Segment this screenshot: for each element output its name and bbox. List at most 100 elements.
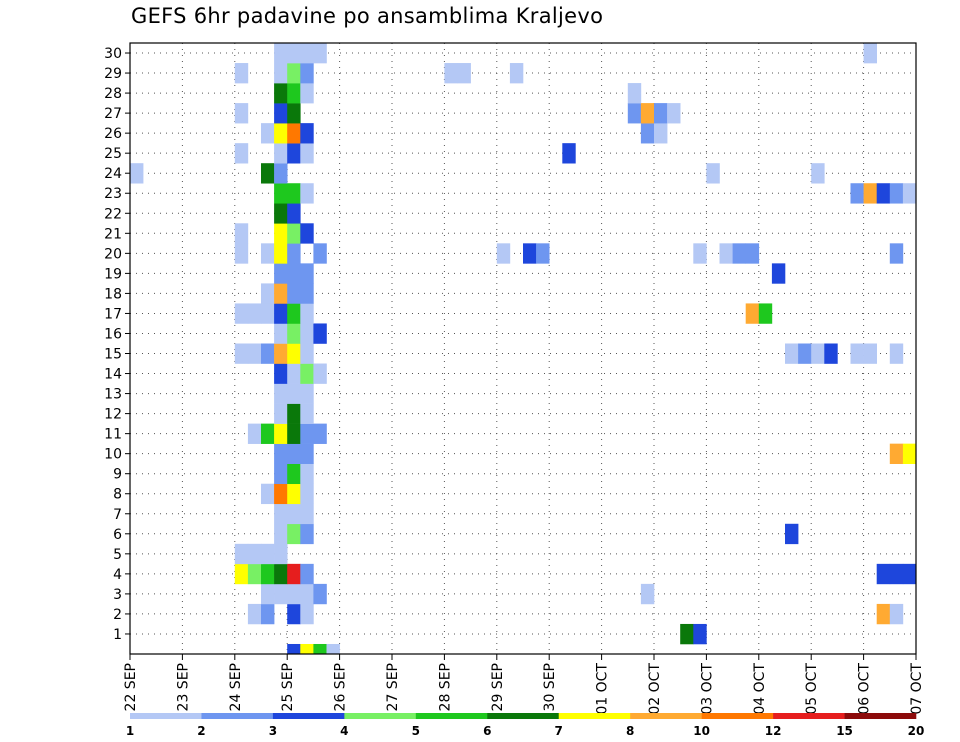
heatmap-cell [863,343,877,364]
heatmap-cell [300,523,314,545]
colorbar-segment [701,713,774,719]
heatmap-cell [261,483,275,505]
y-tick-label: 22 [104,206,122,222]
heatmap-cell [287,103,301,124]
heatmap-cell [274,223,288,244]
heatmap-cell [889,443,904,464]
y-tick-label: 20 [104,246,122,262]
heatmap-cell [261,583,275,605]
colorbar-label: 20 [908,724,925,738]
x-tick-label: 05 OCT [804,663,820,715]
heatmap-cell [300,463,314,485]
heatmap-cell [667,103,681,124]
y-tick-label: 18 [104,286,122,302]
heatmap-cell [287,143,301,164]
colorbar-label: 3 [269,724,277,738]
heatmap-cell [889,183,904,204]
heatmap-cell [627,103,642,124]
heatmap-cell [261,163,275,184]
y-tick-label: 30 [104,46,122,62]
heatmap-cell [876,603,891,625]
heatmap-cell [902,443,917,464]
heatmap-cell [274,63,288,84]
heatmap-cell [130,163,144,184]
heatmap-cell [247,543,262,565]
heatmap-cell [313,323,327,344]
heatmap-cell [300,303,314,324]
heatmap-cell [287,423,301,444]
colorbar-segment [558,713,631,719]
heatmap-cell [274,143,288,164]
heatmap-cell [300,143,314,164]
heatmap-cell [509,63,524,84]
heatmap-cell [824,343,838,364]
heatmap-cell [287,463,301,485]
heatmap-cell [274,123,288,144]
heatmap-cell [693,623,707,645]
colorbar-segment [487,713,560,719]
heatmap-cell [850,183,864,204]
heatmap-cell [274,323,288,344]
heatmap-cell [444,63,458,84]
heatmap-cell [300,323,314,344]
heatmap-cell [274,363,288,384]
y-tick-label: 8 [113,487,122,503]
heatmap-cell [300,643,314,655]
colorbar-label: 15 [836,724,853,738]
heatmap-cell [627,83,642,104]
heatmap-cell [876,183,891,204]
y-tick-label: 9 [113,467,122,483]
heatmap-cell [287,503,301,525]
heatmap-cell [313,423,327,444]
heatmap-cell [300,503,314,525]
y-tick-label: 7 [113,507,122,523]
heatmap-cell [300,423,314,444]
y-tick-label: 19 [104,266,122,282]
heatmap-cell [274,483,288,505]
heatmap-cell [287,283,301,304]
heatmap-cell [287,403,301,424]
heatmap-cell [261,563,275,585]
heatmap-cell [261,543,275,565]
heatmap-cell [785,523,799,545]
heatmap-cell [300,223,314,244]
heatmap-cell [274,103,288,124]
heatmap-cell [523,243,537,264]
x-tick-label: 03 OCT [699,663,715,715]
y-tick-label: 24 [104,166,122,182]
x-tick-label: 02 OCT [647,663,663,715]
heatmap-cell [234,243,249,264]
heatmap-cell [274,563,288,585]
heatmap-cell [274,523,288,545]
colorbar-label: 6 [483,724,491,738]
heatmap-cell [274,183,288,204]
heatmap-cell [287,43,301,64]
heatmap-cell [300,563,314,585]
heatmap-cell [287,583,301,605]
heatmap-cell [640,103,655,124]
heatmap-cell [300,63,314,84]
heatmap-cell [640,123,655,144]
heatmap-cell [261,303,275,324]
heatmap-cell [247,563,262,585]
heatmap-cell [889,343,904,364]
x-tick-label: 30 SEP [542,663,558,711]
x-tick-label: 06 OCT [857,663,873,715]
heatmap-cell [261,123,275,144]
heatmap-cell [287,223,301,244]
heatmap-cell [850,343,864,364]
y-tick-label: 3 [113,587,122,603]
heatmap-cell [863,183,877,204]
heatmap-cell [287,383,301,404]
heatmap-cell [247,603,262,625]
heatmap-cell [287,243,301,264]
heatmap-cell [287,523,301,545]
heatmap-cell [274,403,288,424]
heatmap-cell [234,343,249,364]
colorbar-label: 5 [412,724,420,738]
heatmap-cell [902,183,917,204]
y-tick-label: 4 [113,567,122,583]
heatmap-cell [261,343,275,364]
heatmap-cell [536,243,550,264]
heatmap-cell [274,423,288,444]
